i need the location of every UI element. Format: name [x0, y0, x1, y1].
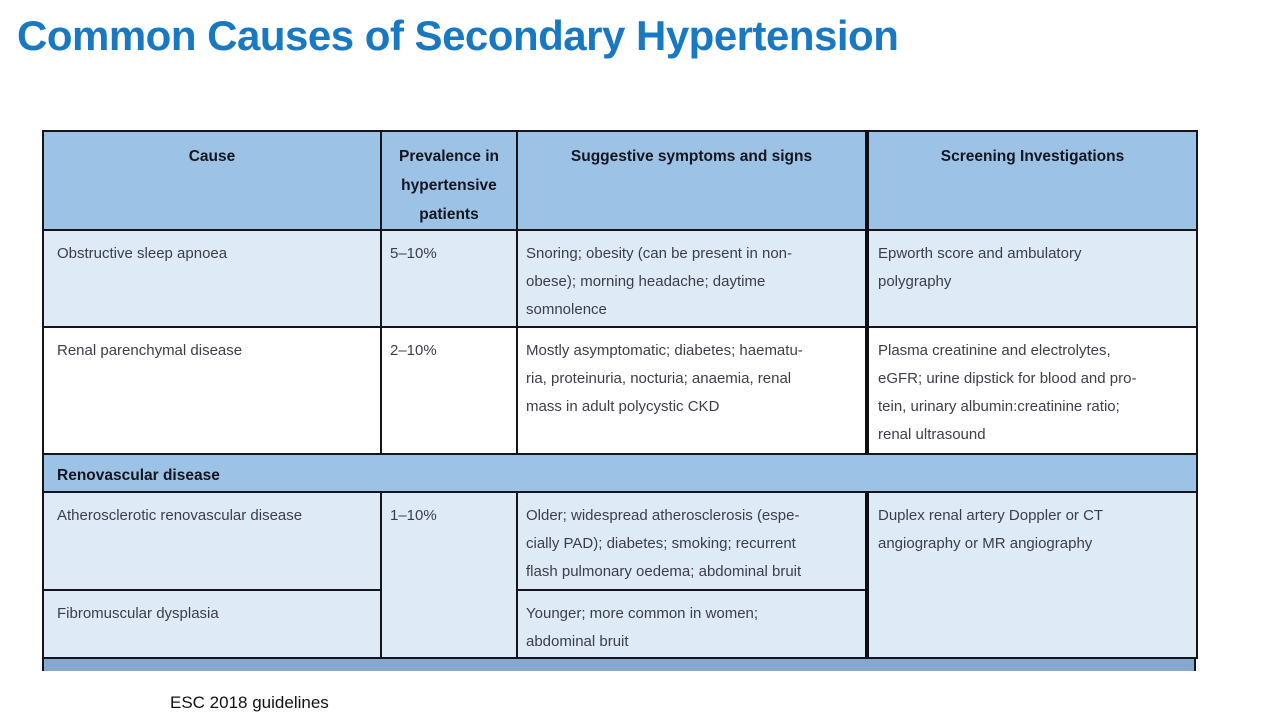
cell-symptoms: Younger; more common in women; abdominal…: [516, 589, 868, 659]
table-row-obstructive-sleep-apnoea: Obstructive sleep apnoea 5–10% Snoring; …: [42, 229, 1198, 328]
table-row-fibromuscular-dysplasia: Fibromuscular dysplasia Younger; more co…: [42, 589, 1197, 659]
source-citation: ESC 2018 guidelines: [170, 693, 329, 712]
cell-prevalence: 5–10%: [380, 229, 518, 328]
cell-screening: Epworth score and ambulatory polygraphy: [865, 229, 1198, 328]
cell-cause: Fibromuscular dysplasia: [42, 589, 382, 659]
cell-prevalence: 2–10%: [380, 326, 518, 455]
cell-screening-merged: Duplex renal artery Doppler or CT angiog…: [865, 491, 1198, 659]
section-header-row-renovascular-disease: Renovascular disease: [42, 453, 1198, 493]
table-header-row: Cause Prevalence in hypertensive patient…: [42, 130, 1198, 231]
cell-symptoms: Mostly asymptomatic; diabetes; haematu- …: [516, 326, 868, 455]
cell-symptoms: Snoring; obesity (can be present in non-…: [516, 229, 868, 328]
cell-cause: Obstructive sleep apnoea: [42, 229, 382, 328]
col-header-screening: Screening Investigations: [865, 130, 1198, 231]
cell-symptoms: Older; widespread atherosclerosis (espe-…: [516, 491, 868, 591]
col-header-prevalence: Prevalence in hypertensive patients: [380, 130, 518, 231]
cell-cause: Atherosclerotic renovascular disease: [42, 491, 382, 591]
col-header-cause: Cause: [42, 130, 382, 231]
secondary-hypertension-table: Cause Prevalence in hypertensive patient…: [42, 130, 1198, 659]
next-section-row-cutoff: [42, 657, 1196, 671]
cell-prevalence-merged: 1–10%: [380, 491, 518, 659]
table-row-renal-parenchymal-disease: Renal parenchymal disease 2–10% Mostly a…: [42, 326, 1198, 455]
cell-screening: Plasma creatinine and electrolytes, eGFR…: [865, 326, 1198, 455]
section-header-label: Renovascular disease: [42, 453, 1198, 493]
cell-cause: Renal parenchymal disease: [42, 326, 382, 455]
slide-title: Common Causes of Secondary Hypertension: [17, 12, 899, 59]
col-header-symptoms: Suggestive symptoms and signs: [516, 130, 868, 231]
table-row-atherosclerotic-renovascular-disease: Atherosclerotic renovascular disease 1–1…: [42, 491, 1198, 659]
